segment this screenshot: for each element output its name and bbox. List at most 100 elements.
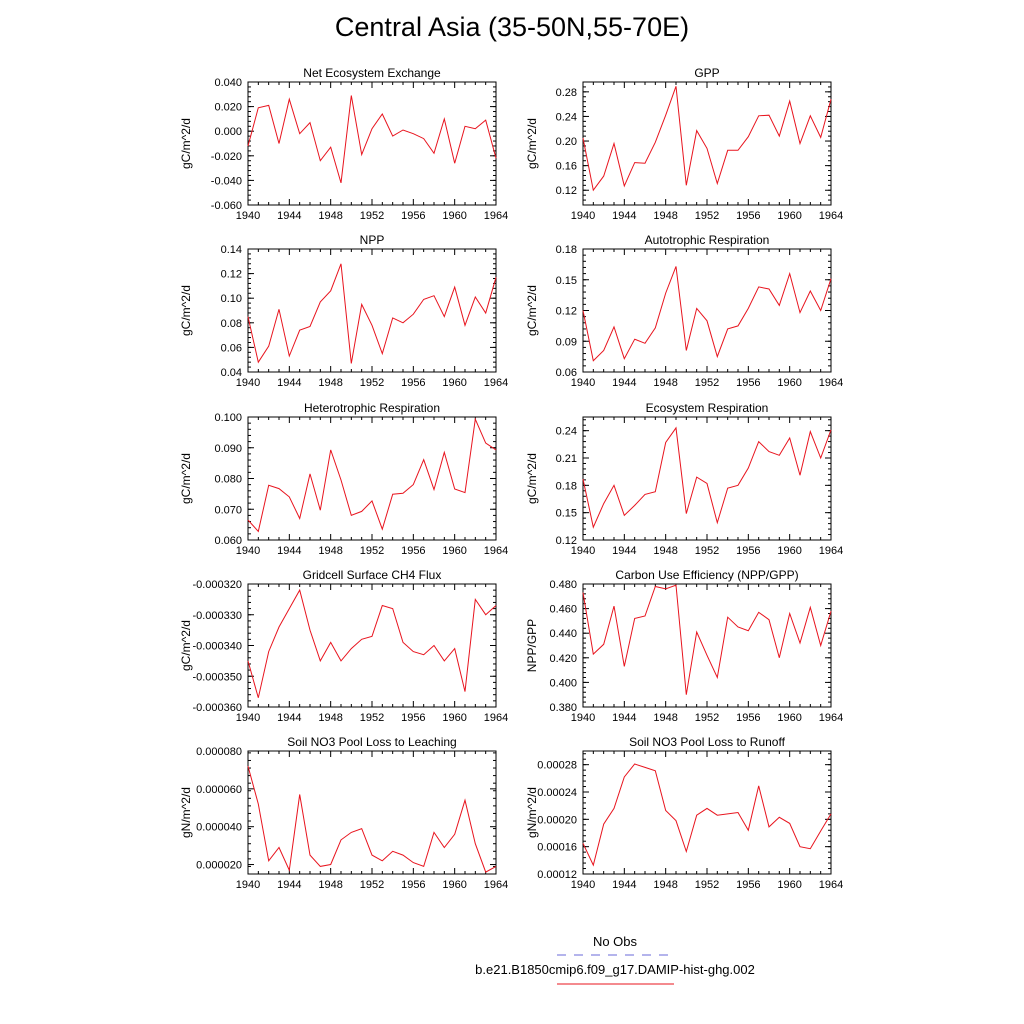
y-axis-label: gC/m^2/d (179, 453, 193, 504)
plot-frame (582, 583, 832, 708)
x-tick-label: 1960 (442, 377, 466, 389)
y-tick-label: -0.000320 (192, 579, 242, 591)
series-line-ecosystem-respiration (582, 426, 832, 529)
y-tick-label: 0.04 (221, 367, 242, 379)
y-tick-label: -0.000330 (192, 610, 242, 622)
x-tick-label: 1964 (819, 545, 843, 557)
page-title: Central Asia (35-50N,55-70E) (334, 12, 690, 42)
x-tick-label: 1956 (736, 210, 760, 222)
panel-title: Ecosystem Respiration (646, 401, 769, 415)
x-tick-label: 1944 (612, 545, 636, 557)
y-tick-label: 0.400 (549, 677, 577, 689)
panel-title: Autotrophic Respiration (645, 233, 770, 247)
y-tick-label: 0.20 (556, 136, 577, 148)
panel-title: Net Ecosystem Exchange (303, 66, 441, 80)
x-tick-label: 1944 (277, 879, 301, 891)
x-tick-label: 1948 (318, 712, 342, 724)
x-tick-label: 1956 (736, 879, 760, 891)
x-tick-label: 1956 (736, 545, 760, 557)
y-tick-label: 0.12 (556, 185, 577, 197)
x-tick-label: 1960 (777, 545, 801, 557)
y-tick-label: 0.070 (214, 504, 242, 516)
y-tick-label: 0.00028 (537, 760, 577, 772)
panel-title: Soil NO3 Pool Loss to Runoff (629, 735, 786, 749)
y-tick-label: 0.24 (556, 426, 577, 438)
series-line-carbon-use-efficiency-npp-gpp (582, 584, 832, 695)
y-tick-label: 0.18 (556, 244, 577, 256)
y-tick-label: 0.16 (556, 161, 577, 173)
y-axis-label: NPP/GPP (525, 619, 539, 672)
x-tick-label: 1964 (484, 377, 508, 389)
x-tick-label: 1964 (484, 210, 508, 222)
x-tick-label: 1948 (653, 879, 677, 891)
y-tick-label: 0.480 (549, 579, 577, 591)
plot-frame (582, 81, 832, 206)
panel-title: GPP (694, 66, 719, 80)
y-tick-label: 0.090 (214, 443, 242, 455)
y-tick-label: 0.24 (556, 111, 577, 123)
y-tick-label: 0.440 (549, 628, 577, 640)
series-line-soil-no3-pool-loss-to-leaching (247, 765, 497, 873)
series-line-net-ecosystem-exchange (247, 95, 497, 184)
plot-frame (247, 248, 497, 373)
panel-soil-no3-pool-loss-to-leaching: 1940 1944 1948 1952 1956 1960 1964 0.000020 0.00… (179, 735, 508, 891)
y-tick-label: 0.000080 (196, 746, 242, 758)
y-tick-label: 0.460 (549, 604, 577, 616)
x-tick-label: 1952 (695, 210, 719, 222)
x-tick-label: 1944 (612, 879, 636, 891)
x-tick-label: 1960 (777, 879, 801, 891)
x-tick-label: 1940 (236, 879, 260, 891)
x-tick-label: 1956 (401, 377, 425, 389)
y-axis-label: gC/m^2/d (525, 118, 539, 169)
x-tick-label: 1952 (695, 377, 719, 389)
plot-frame (582, 416, 832, 541)
x-tick-label: 1948 (653, 712, 677, 724)
x-tick-label: 1948 (318, 377, 342, 389)
y-tick-label: 0.00012 (537, 869, 577, 881)
y-axis-label: gC/m^2/d (525, 453, 539, 504)
x-tick-label: 1944 (277, 545, 301, 557)
y-tick-label: 0.000040 (196, 822, 242, 834)
x-tick-label: 1964 (819, 712, 843, 724)
x-tick-label: 1964 (819, 377, 843, 389)
x-tick-label: 1944 (277, 712, 301, 724)
y-axis-label: gN/m^2/d (179, 787, 193, 838)
panel-soil-no3-pool-loss-to-runoff: 1940 1944 1948 1952 1956 1960 1964 0.00012 0.000… (525, 735, 843, 891)
plot-frame (247, 81, 497, 206)
panel-title: Gridcell Surface CH4 Flux (303, 568, 442, 582)
y-tick-label: 0.00016 (537, 842, 577, 854)
x-tick-label: 1960 (442, 545, 466, 557)
series-line-npp (247, 263, 497, 364)
panel-title: Soil NO3 Pool Loss to Leaching (287, 735, 456, 749)
series-line-gpp (582, 86, 832, 192)
plot-frame (247, 583, 497, 708)
y-tick-label: 0.12 (221, 269, 242, 281)
y-tick-label: 0.06 (556, 367, 577, 379)
y-tick-label: 0.040 (214, 77, 242, 89)
y-axis-label: gN/m^2/d (525, 787, 539, 838)
series-line-gridcell-surface-ch4-flux (247, 588, 497, 698)
x-tick-label: 1960 (777, 377, 801, 389)
x-tick-label: 1948 (318, 210, 342, 222)
x-tick-label: 1944 (612, 210, 636, 222)
x-tick-label: 1948 (653, 210, 677, 222)
x-tick-label: 1960 (442, 712, 466, 724)
x-tick-label: 1952 (360, 377, 384, 389)
panel-net-ecosystem-exchange: 1940 1944 1948 1952 1956 1960 1964 -0.060 -0.040… (179, 66, 508, 222)
y-tick-label: -0.060 (211, 200, 242, 212)
x-tick-label: 1952 (360, 879, 384, 891)
x-tick-label: 1952 (360, 210, 384, 222)
x-tick-label: 1952 (360, 712, 384, 724)
panel-title: Heterotrophic Respiration (304, 401, 440, 415)
y-axis-label: gC/m^2/d (179, 285, 193, 336)
x-tick-label: 1944 (612, 712, 636, 724)
y-tick-label: 0.000 (214, 126, 242, 138)
x-tick-label: 1940 (571, 377, 595, 389)
x-tick-label: 1944 (277, 377, 301, 389)
panel-autotrophic-respiration: 1940 1944 1948 1952 1956 1960 1964 0.06 0.09 0.12… (525, 233, 843, 389)
y-tick-label: -0.000360 (192, 702, 242, 714)
panel-title: Carbon Use Efficiency (NPP/GPP) (615, 568, 798, 582)
y-tick-label: 0.00020 (537, 814, 577, 826)
plot-frame (582, 248, 832, 373)
x-tick-label: 1940 (236, 712, 260, 724)
